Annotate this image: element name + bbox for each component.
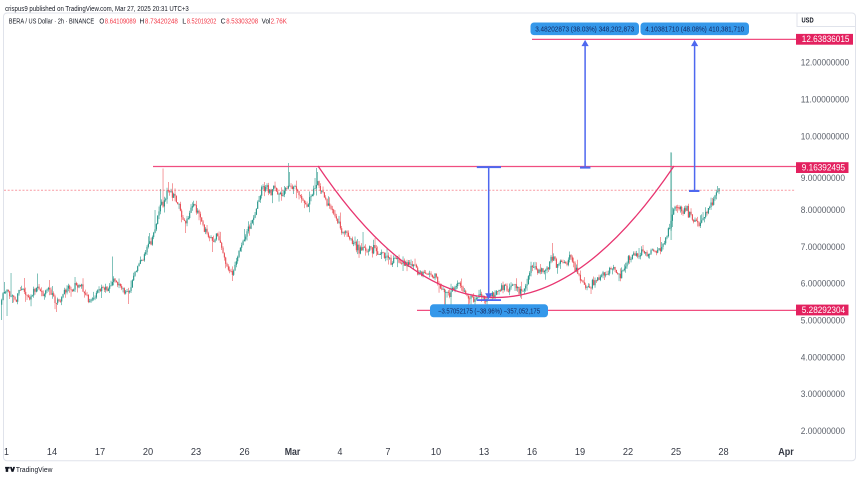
svg-text:12.63836015: 12.63836015 (802, 34, 850, 44)
svg-text:L: L (182, 16, 186, 25)
svg-text:8.53303208: 8.53303208 (226, 16, 258, 25)
svg-text:1: 1 (4, 446, 9, 458)
svg-text:22: 22 (623, 446, 633, 458)
svg-text:O: O (99, 16, 104, 25)
svg-text:14: 14 (47, 446, 57, 458)
svg-text:Vol: Vol (262, 16, 271, 25)
svg-text:6.00000000: 6.00000000 (801, 279, 845, 289)
svg-text:16: 16 (527, 446, 537, 458)
svg-text:20: 20 (143, 446, 153, 458)
svg-text:7: 7 (386, 446, 391, 458)
svg-text:7.00000000: 7.00000000 (801, 242, 845, 252)
svg-text:USD: USD (802, 16, 815, 25)
svg-text:8.73420248: 8.73420248 (145, 16, 178, 25)
svg-text:25: 25 (671, 446, 681, 458)
svg-text:4.00000000: 4.00000000 (801, 352, 845, 362)
svg-text:crispus9 published on TradingV: crispus9 published on TradingView.com, M… (5, 6, 189, 13)
svg-text:8.00000000: 8.00000000 (801, 205, 845, 215)
svg-text:8.52019202: 8.52019202 (187, 16, 216, 25)
svg-text:9.00000000: 9.00000000 (801, 173, 845, 183)
svg-text:13: 13 (479, 446, 489, 458)
svg-text:23: 23 (191, 446, 201, 458)
svg-text:26: 26 (239, 446, 249, 458)
svg-text:TradingView: TradingView (16, 467, 53, 474)
svg-text:12.00000000: 12.00000000 (801, 58, 849, 68)
svg-text:5.28292304: 5.28292304 (802, 305, 845, 315)
svg-text:3.48202873 (38.03%) 348,202,87: 3.48202873 (38.03%) 348,202,873 (535, 27, 634, 34)
svg-text:11.00000000: 11.00000000 (801, 94, 849, 104)
svg-text:9.16392495: 9.16392495 (802, 163, 845, 173)
svg-text:5.00000000: 5.00000000 (801, 316, 845, 326)
svg-text:10.00000000: 10.00000000 (801, 131, 849, 141)
svg-text:Mar: Mar (285, 446, 301, 458)
svg-text:Apr: Apr (778, 446, 794, 458)
svg-text:19: 19 (575, 446, 585, 458)
svg-text:28: 28 (718, 446, 728, 458)
svg-text:2.00000000: 2.00000000 (801, 426, 845, 436)
svg-text:10: 10 (431, 446, 441, 458)
svg-text:2.76K: 2.76K (271, 16, 287, 25)
svg-text:3.00000000: 3.00000000 (801, 389, 845, 399)
svg-text:4.10381710 (48.08%) 410,381,71: 4.10381710 (48.08%) 410,381,710 (645, 27, 744, 34)
svg-text:4: 4 (338, 446, 343, 458)
svg-text:−3.57052175 (−38.96%) −357,052: −3.57052175 (−38.96%) −357,052,175 (438, 308, 540, 315)
svg-text:17: 17 (95, 446, 105, 458)
svg-text:C: C (221, 16, 226, 25)
svg-text:BERA / US Dollar · 2h · BINANC: BERA / US Dollar · 2h · BINANCE (9, 16, 95, 25)
svg-text:8.64109089: 8.64109089 (105, 16, 136, 25)
svg-text:H: H (140, 16, 145, 25)
